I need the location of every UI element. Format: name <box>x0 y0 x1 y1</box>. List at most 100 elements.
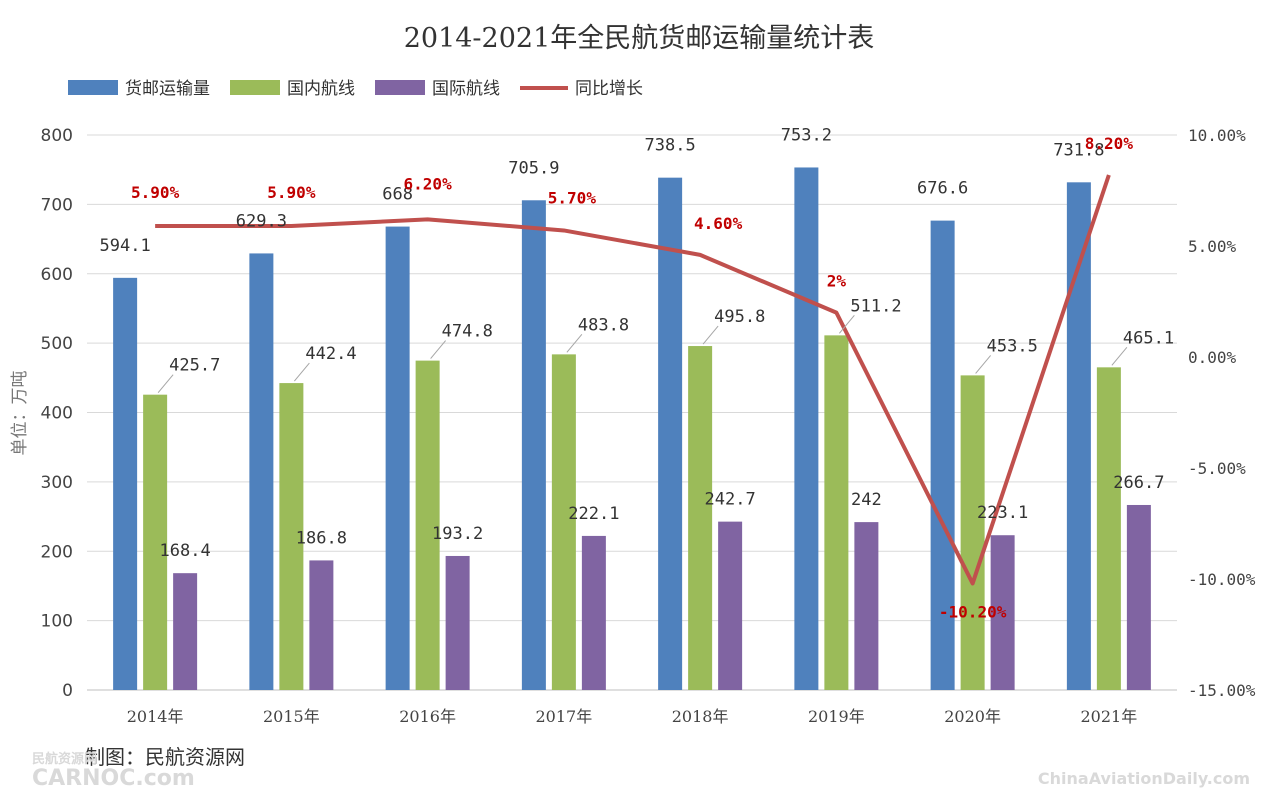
data-label: 465.1 <box>1123 328 1174 348</box>
bar <box>173 573 198 690</box>
leader-line <box>430 340 447 359</box>
y-left-tick-label: 400 <box>41 404 73 424</box>
x-tick-label: 2019年 <box>808 707 865 726</box>
leader-line <box>566 334 583 353</box>
bar <box>1066 182 1091 690</box>
bar <box>794 167 819 690</box>
y-right-tick-label: 0.00% <box>1188 348 1237 367</box>
credit-text: 制图：民航资源网 <box>85 745 245 769</box>
bar <box>521 200 546 691</box>
legend-label: 国际航线 <box>432 79 500 99</box>
x-tick-label: 2020年 <box>944 707 1001 726</box>
growth-label: 4.60% <box>694 214 743 233</box>
growth-label: 5.70% <box>548 188 597 207</box>
data-label: 483.8 <box>578 315 629 335</box>
bar <box>930 220 955 690</box>
legend-label: 同比增长 <box>575 79 643 99</box>
data-label: 738.5 <box>645 136 696 156</box>
legend-swatch <box>68 80 118 95</box>
bar <box>113 277 138 690</box>
bar <box>824 335 849 690</box>
axes: 0 100 200 300 400 500 600 700 800 -15.00% -10.00% -… <box>41 126 1256 726</box>
growth-label: 6.20% <box>404 174 453 193</box>
data-label: 753.2 <box>781 125 832 145</box>
data-label: 453.5 <box>987 336 1038 356</box>
bar <box>581 535 606 690</box>
data-label: 676.6 <box>917 179 968 199</box>
x-tick-label: 2021年 <box>1081 707 1138 726</box>
y-right-tick-label: -10.00% <box>1188 570 1256 589</box>
data-label: 594.1 <box>100 236 151 256</box>
data-label: 222.1 <box>568 504 619 524</box>
data-labels: 594.1 629.3 668 705.9 738.5 753.2 676.6 731.8 42… <box>100 125 1175 621</box>
data-label: 242.7 <box>705 490 756 510</box>
y-right-tick-label: -15.00% <box>1188 681 1256 700</box>
legend-label: 国内航线 <box>287 79 355 99</box>
y-left-tick-label: 200 <box>41 542 73 562</box>
bar <box>854 522 879 690</box>
bar <box>658 177 683 690</box>
bar <box>551 354 576 690</box>
legend-swatch <box>375 80 425 95</box>
leader-line <box>157 374 174 393</box>
data-label: 705.9 <box>508 158 559 178</box>
bar <box>718 521 743 690</box>
y-left-tick-label: 700 <box>41 195 73 215</box>
growth-label: -10.20% <box>939 602 1007 621</box>
data-label: 629.3 <box>236 211 287 231</box>
y-left-tick-label: 800 <box>41 126 73 146</box>
bar <box>309 560 334 690</box>
leader-line <box>838 315 855 334</box>
bar <box>1096 367 1121 690</box>
leader-line <box>1111 347 1128 366</box>
chart-title: 2014-2021年全民航货邮运输量统计表 <box>404 23 875 54</box>
bar <box>279 383 304 690</box>
x-tick-label: 2014年 <box>127 707 184 726</box>
bar <box>143 394 168 690</box>
data-label: 425.7 <box>169 356 220 376</box>
bar <box>990 535 1015 690</box>
x-tick-label: 2015年 <box>263 707 320 726</box>
data-label: 442.4 <box>305 344 356 364</box>
legend-swatch <box>230 80 280 95</box>
data-label: 223.1 <box>977 503 1028 523</box>
bar <box>415 360 440 690</box>
y-left-tick-label: 600 <box>41 265 73 285</box>
leader-line <box>975 355 992 374</box>
bar <box>1126 504 1151 690</box>
growth-label: 5.90% <box>131 183 180 202</box>
bars <box>113 167 1151 691</box>
y-left-tick-label: 100 <box>41 612 73 632</box>
legend-label: 货邮运输量 <box>125 79 210 99</box>
growth-label: 2% <box>827 272 847 291</box>
leader-line <box>702 325 719 345</box>
growth-line-path <box>155 174 1111 586</box>
data-label: 186.8 <box>296 528 347 548</box>
data-label: 668 <box>382 185 413 205</box>
bar <box>385 226 410 690</box>
data-label: 511.2 <box>850 296 901 316</box>
x-tick-label: 2018年 <box>672 707 729 726</box>
watermark-small: 民航资源网 <box>32 751 97 767</box>
y-axis-label: 单位：万吨 <box>10 371 30 456</box>
bar <box>445 555 470 690</box>
watermark-carnoc: CARNOC.com <box>32 766 195 791</box>
x-tick-label: 2016年 <box>399 707 456 726</box>
y-left-tick-label: 300 <box>41 473 73 493</box>
x-tick-label: 2017年 <box>536 707 593 726</box>
y-right-tick-label: -5.00% <box>1188 459 1246 478</box>
watermark-cad: ChinaAviationDaily.com <box>1038 769 1250 788</box>
growth-label: 8.20% <box>1085 134 1134 153</box>
y-right-tick-label: 5.00% <box>1188 237 1237 256</box>
y-left-tick-label: 500 <box>41 334 73 354</box>
data-label: 168.4 <box>160 541 211 561</box>
y-left-tick-label: 0 <box>62 681 73 701</box>
y-right-tick-label: 10.00% <box>1188 126 1246 145</box>
data-label: 495.8 <box>714 307 765 327</box>
legend: 货邮运输量 国内航线 国际航线 同比增长 <box>68 79 643 99</box>
data-label: 266.7 <box>1113 473 1164 493</box>
bar <box>249 253 274 690</box>
bar <box>688 346 713 690</box>
data-label: 193.2 <box>432 524 483 544</box>
